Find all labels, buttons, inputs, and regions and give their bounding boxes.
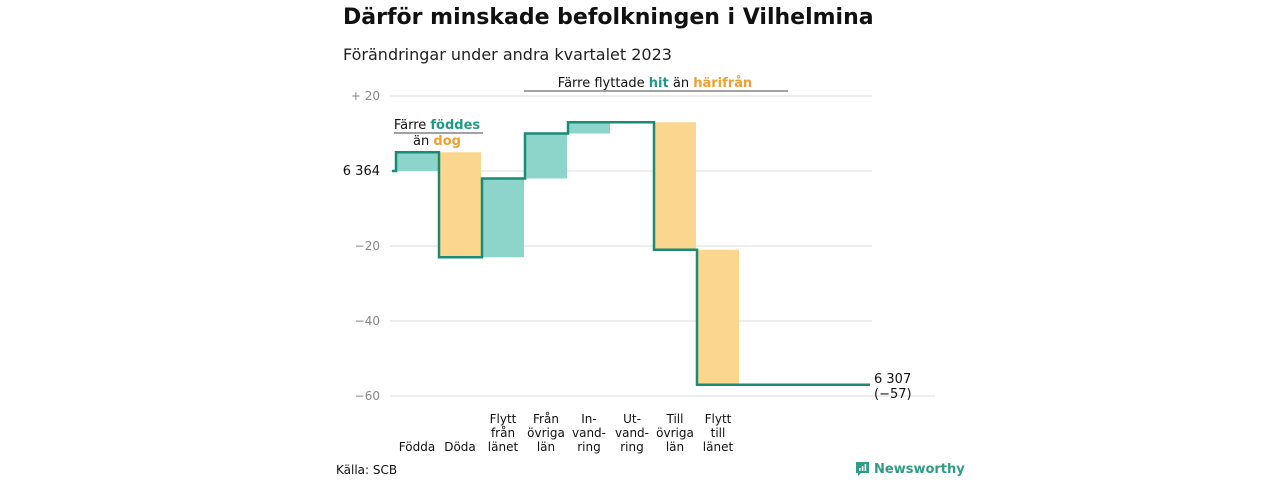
source-note: Källa: SCB — [336, 463, 398, 477]
y-tick-label: + 20 — [351, 89, 380, 103]
y-tick-label: −20 — [355, 239, 380, 253]
grid-lines — [390, 95, 935, 397]
cumulative-step-line — [392, 121, 870, 386]
bar — [525, 133, 567, 179]
brand-name: Newsworthy — [874, 461, 965, 477]
annotation-text: Färre — [394, 118, 431, 133]
end-value-label: 6 307 — [874, 372, 911, 387]
x-tick-label-line: Från — [533, 412, 559, 426]
x-tick-label-line: länet — [703, 440, 734, 454]
x-tick-label-line: län — [666, 440, 684, 454]
step-line — [392, 121, 870, 386]
x-tick-label-line: Flytt — [705, 412, 732, 426]
brand-logo: Newsworthy — [855, 461, 965, 477]
bar — [697, 249, 739, 385]
x-tick-label: Födda — [399, 440, 435, 454]
x-tick-label: In-vand-ring — [572, 412, 606, 454]
x-tick-label-line: Flytt — [490, 412, 517, 426]
x-tick-label-line: vand- — [615, 426, 649, 440]
x-tick-label-line: vand- — [572, 426, 606, 440]
x-tick-label: Ut-vand-ring — [615, 412, 649, 454]
bar — [396, 152, 438, 171]
x-tick-label: Döda — [444, 440, 476, 454]
y-axis-ticks: + 20 6 364 −20 −40 −60 — [343, 89, 380, 403]
chart-title: Därför minskade befolkningen i Vilhelmin… — [343, 5, 874, 30]
x-tick-label-line: ring — [577, 440, 601, 454]
annotation-highlight-decrease: dog — [433, 134, 461, 149]
annotation-text: än — [413, 134, 433, 149]
x-tick-label-line: ring — [620, 440, 644, 454]
chart-subtitle: Förändringar under andra kvartalet 2023 — [343, 45, 672, 64]
newsworthy-logo-icon — [856, 462, 869, 476]
y-tick-label: −40 — [355, 314, 380, 328]
y-tick-label: −60 — [355, 389, 380, 403]
bar — [568, 122, 610, 134]
annotation-highlight-increase: hit — [649, 76, 669, 91]
x-tick-label-line: In- — [581, 412, 596, 426]
annotation-text: Färre flyttade — [558, 76, 649, 91]
x-tick-label-line: Födda — [399, 440, 435, 454]
annotation-births-line1: Färre föddes — [394, 118, 481, 133]
annotation-text: än — [669, 76, 693, 91]
x-tick-label-line: länet — [488, 440, 519, 454]
x-tick-label-line: övriga — [656, 426, 694, 440]
annotation-births-line2: än dog — [413, 134, 461, 149]
end-change-label: (−57) — [874, 387, 912, 402]
x-tick-label-line: till — [711, 426, 726, 440]
bar — [439, 152, 481, 258]
x-tick-label-line: Döda — [444, 440, 476, 454]
annotation-highlight-increase: föddes — [430, 118, 480, 133]
annotation-highlight-decrease: härifrån — [693, 76, 752, 91]
end-labels: 6 307(−57) — [874, 372, 912, 402]
x-axis-labels: Födda DödaFlyttfrånlänetFrånövrigalänIn-v… — [399, 412, 734, 454]
bars — [396, 122, 739, 385]
bar — [654, 122, 696, 250]
x-tick-label-line: Ut- — [623, 412, 641, 426]
x-tick-label-line: övriga — [527, 426, 565, 440]
x-tick-label-line: Till — [666, 412, 684, 426]
bar — [482, 178, 524, 258]
annotation-migration: Färre flyttade hit än härifrån — [558, 76, 752, 91]
x-tick-label-line: län — [537, 440, 555, 454]
x-tick-label-line: från — [491, 426, 515, 440]
y-tick-label: 6 364 — [343, 164, 380, 179]
